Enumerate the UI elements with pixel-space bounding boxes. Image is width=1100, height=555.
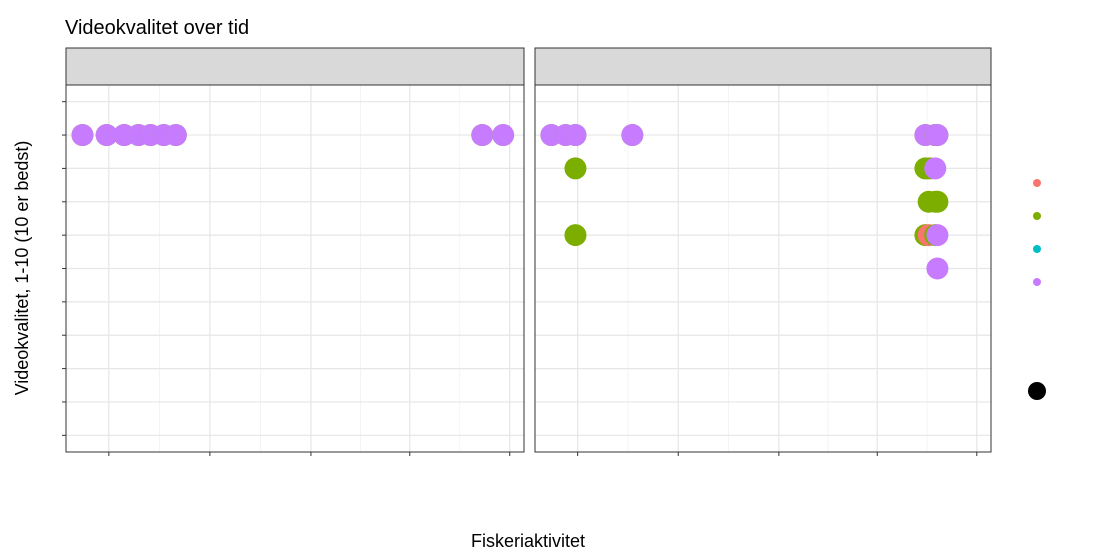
data-points [71,124,515,147]
facet-strip [534,47,992,86]
y-axis-label: Videokvalitet, 1-10 (10 er bedst) [12,141,32,396]
data-point-camera-2 [926,190,949,213]
data-point-camera-4 [924,157,947,180]
legend-key-camera-3 [1033,245,1041,253]
data-point-camera-4 [926,224,949,247]
panel-border [534,84,992,453]
data-point-camera-4 [471,124,494,147]
facet-panel-2 [534,47,992,456]
legend-key-size [1028,382,1046,400]
gridlines [66,85,524,452]
x-axis-label: Fiskeriaktivitet [471,531,585,550]
legend-key-camera-2 [1033,212,1041,220]
facet-panels [62,47,992,456]
data-point-camera-2 [564,157,587,180]
y-axis [62,101,66,436]
data-point-camera-4 [95,124,118,147]
chart-title: Videokvalitet over tid [65,17,249,39]
data-point-camera-4 [492,124,515,147]
data-point-camera-4 [71,124,94,147]
data-point-camera-4 [926,124,949,147]
data-point-camera-2 [564,224,587,247]
data-point-camera-4 [926,257,949,280]
facet-strip [65,47,525,86]
data-point-camera-4 [564,124,587,147]
data-point-camera-4 [164,124,187,147]
legend-key-camera-4 [1033,278,1041,286]
data-point-camera-4 [621,124,644,147]
legend [1028,179,1046,400]
facet-panel-1 [65,47,525,456]
gridlines [535,85,991,452]
legend-key-camera-1 [1033,179,1041,187]
data-points [540,124,949,280]
